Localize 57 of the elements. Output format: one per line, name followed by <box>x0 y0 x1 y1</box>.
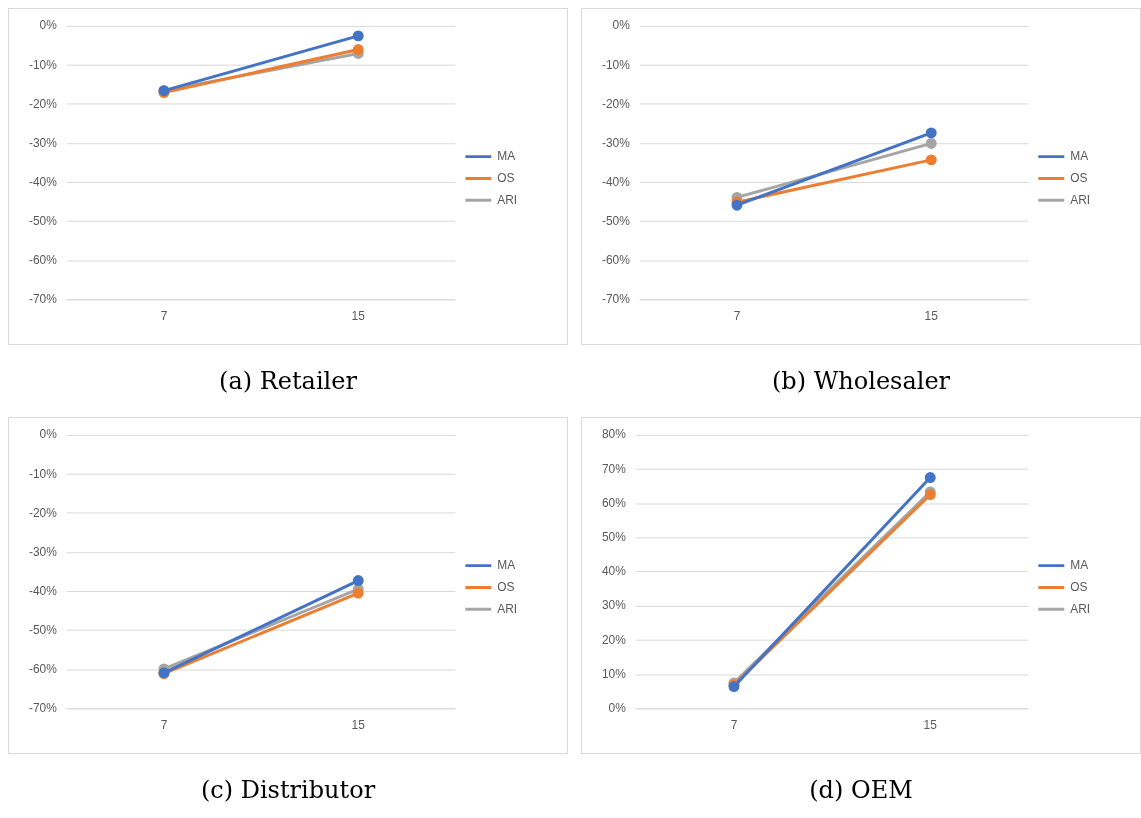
y-tick-label: -50% <box>28 213 58 228</box>
y-tick-label: 30% <box>601 598 627 613</box>
y-tick-label: 0% <box>612 18 631 33</box>
y-tick-label: 0% <box>39 18 58 33</box>
legend-label: ARI <box>497 601 518 616</box>
y-tick-label: -20% <box>601 96 631 111</box>
y-tick-label: -10% <box>28 466 58 481</box>
legend-label: OS <box>497 579 515 594</box>
x-tick-label: 15 <box>923 718 938 733</box>
y-tick-label: -70% <box>28 701 58 716</box>
x-tick-label: 7 <box>160 718 168 733</box>
text: (a) Retailer <box>218 366 358 397</box>
y-tick-label: 60% <box>601 495 627 510</box>
y-tick-label: -70% <box>601 292 631 307</box>
y-tick-label: -60% <box>601 253 631 268</box>
y-tick-label: -20% <box>28 96 58 111</box>
y-tick-label: -10% <box>601 57 631 72</box>
y-tick-label: -60% <box>28 662 58 677</box>
text: (c) Distributor <box>199 775 377 806</box>
y-tick-label: -40% <box>28 174 58 189</box>
legend-label: ARI <box>1070 192 1091 207</box>
legend-label: MA <box>497 557 516 572</box>
y-tick-label: -30% <box>601 135 631 150</box>
y-tick-label: 80% <box>601 427 627 442</box>
legend-label: ARI <box>497 192 518 207</box>
y-tick-label: 0% <box>608 701 627 716</box>
y-tick-label: 50% <box>601 530 627 545</box>
legend-label: MA <box>1070 557 1089 572</box>
x-tick-label: 15 <box>351 309 366 324</box>
y-tick-label: 0% <box>39 427 58 442</box>
y-tick-label: -60% <box>28 253 58 268</box>
x-tick-label: 7 <box>160 309 168 324</box>
y-tick-label: -20% <box>28 505 58 520</box>
y-tick-label: -40% <box>601 174 631 189</box>
legend-label: ARI <box>1070 601 1091 616</box>
text: (b) Wholesaler <box>770 366 952 397</box>
legend-label: MA <box>1070 148 1089 163</box>
x-tick-label: 15 <box>351 718 366 733</box>
y-tick-label: 70% <box>601 461 627 476</box>
x-tick-label: 7 <box>733 309 741 324</box>
y-tick-label: -30% <box>28 135 58 150</box>
y-tick-label: -50% <box>28 622 58 637</box>
x-tick-label: 15 <box>924 309 939 324</box>
legend-label: OS <box>497 170 515 185</box>
x-tick-label: 7 <box>730 718 738 733</box>
y-tick-label: 10% <box>601 666 627 681</box>
y-tick-label: -40% <box>28 583 58 598</box>
text: (d) OEM <box>808 775 914 806</box>
y-tick-label: -70% <box>28 292 58 307</box>
y-tick-label: 40% <box>601 564 627 579</box>
y-tick-label: -30% <box>28 544 58 559</box>
legend-label: OS <box>1070 170 1088 185</box>
y-tick-label: -50% <box>601 213 631 228</box>
y-tick-label: 20% <box>601 632 627 647</box>
legend-label: MA <box>497 148 516 163</box>
legend-label: OS <box>1070 579 1088 594</box>
y-tick-label: -10% <box>28 57 58 72</box>
